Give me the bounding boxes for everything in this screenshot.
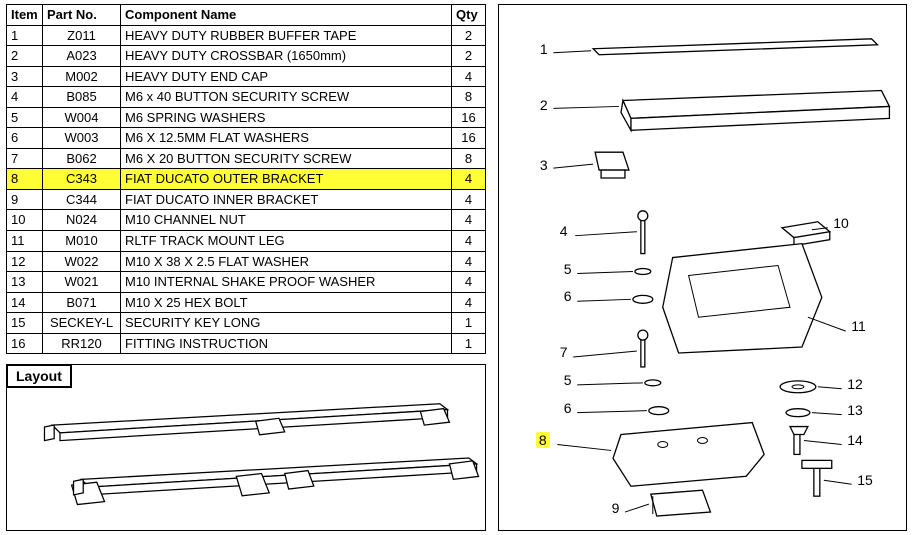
cell-part: B062	[43, 148, 121, 169]
cell-name: FIAT DUCATO INNER BRACKET	[121, 189, 452, 210]
cell-item: 5	[7, 107, 43, 128]
col-item: Item	[7, 5, 43, 26]
cell-part: B071	[43, 292, 121, 313]
col-part: Part No.	[43, 5, 121, 26]
layout-panel: Layout	[6, 364, 486, 531]
cell-qty: 4	[452, 189, 486, 210]
table-row: 13W021M10 INTERNAL SHAKE PROOF WASHER4	[7, 272, 486, 293]
table-row: 10N024M10 CHANNEL NUT4	[7, 210, 486, 231]
exploded-view-panel: 12345675689101112131415	[498, 4, 907, 531]
cell-name: M10 INTERNAL SHAKE PROOF WASHER	[121, 272, 452, 293]
parts-table: Item Part No. Component Name Qty 1Z011HE…	[6, 4, 486, 354]
table-row: 1Z011HEAVY DUTY RUBBER BUFFER TAPE2	[7, 25, 486, 46]
cell-qty: 4	[452, 66, 486, 87]
cell-name: M10 X 38 X 2.5 FLAT WASHER	[121, 251, 452, 272]
cell-name: RLTF TRACK MOUNT LEG	[121, 231, 452, 252]
cell-part: Z011	[43, 25, 121, 46]
cell-name: HEAVY DUTY CROSSBAR (1650mm)	[121, 46, 452, 67]
cell-item: 3	[7, 66, 43, 87]
cell-part: W021	[43, 272, 121, 293]
table-row: 11M010RLTF TRACK MOUNT LEG4	[7, 231, 486, 252]
cell-item: 10	[7, 210, 43, 231]
cell-qty: 1	[452, 313, 486, 334]
table-row: 12W022M10 X 38 X 2.5 FLAT WASHER4	[7, 251, 486, 272]
cell-name: M6 X 12.5MM FLAT WASHERS	[121, 128, 452, 149]
table-row: 14B071M10 X 25 HEX BOLT4	[7, 292, 486, 313]
cell-name: M10 X 25 HEX BOLT	[121, 292, 452, 313]
table-row: 4B085M6 x 40 BUTTON SECURITY SCREW8	[7, 87, 486, 108]
cell-qty: 8	[452, 148, 486, 169]
cell-item: 13	[7, 272, 43, 293]
table-row: 3M002HEAVY DUTY END CAP4	[7, 66, 486, 87]
cell-part: W022	[43, 251, 121, 272]
cell-name: HEAVY DUTY END CAP	[121, 66, 452, 87]
cell-part: C344	[43, 189, 121, 210]
table-row: 9C344FIAT DUCATO INNER BRACKET4	[7, 189, 486, 210]
cell-item: 16	[7, 333, 43, 354]
exploded-diagram	[503, 9, 902, 526]
cell-qty: 8	[452, 87, 486, 108]
cell-item: 11	[7, 231, 43, 252]
cell-name: FITTING INSTRUCTION	[121, 333, 452, 354]
col-qty: Qty	[452, 5, 486, 26]
table-row: 5W004M6 SPRING WASHERS16	[7, 107, 486, 128]
cell-item: 1	[7, 25, 43, 46]
cell-part: C343	[43, 169, 121, 190]
cell-name: M6 X 20 BUTTON SECURITY SCREW	[121, 148, 452, 169]
cell-part: M002	[43, 66, 121, 87]
cell-item: 15	[7, 313, 43, 334]
cell-qty: 4	[452, 251, 486, 272]
cell-qty: 2	[452, 25, 486, 46]
cell-item: 2	[7, 46, 43, 67]
table-row: 15SECKEY-LSECURITY KEY LONG1	[7, 313, 486, 334]
cell-qty: 2	[452, 46, 486, 67]
cell-part: RR120	[43, 333, 121, 354]
table-row: 7B062M6 X 20 BUTTON SECURITY SCREW8	[7, 148, 486, 169]
cell-item: 4	[7, 87, 43, 108]
cell-name: SECURITY KEY LONG	[121, 313, 452, 334]
cell-qty: 1	[452, 333, 486, 354]
cell-name: M10 CHANNEL NUT	[121, 210, 452, 231]
cell-part: M010	[43, 231, 121, 252]
cell-part: W003	[43, 128, 121, 149]
cell-item: 8	[7, 169, 43, 190]
layout-illustration	[7, 365, 485, 530]
cell-qty: 4	[452, 210, 486, 231]
cell-name: FIAT DUCATO OUTER BRACKET	[121, 169, 452, 190]
cell-item: 6	[7, 128, 43, 149]
cell-name: HEAVY DUTY RUBBER BUFFER TAPE	[121, 25, 452, 46]
cell-item: 7	[7, 148, 43, 169]
cell-name: M6 SPRING WASHERS	[121, 107, 452, 128]
table-row: 2A023HEAVY DUTY CROSSBAR (1650mm)2	[7, 46, 486, 67]
cell-item: 12	[7, 251, 43, 272]
cell-qty: 4	[452, 272, 486, 293]
cell-part: N024	[43, 210, 121, 231]
col-name: Component Name	[121, 5, 452, 26]
cell-part: B085	[43, 87, 121, 108]
cell-item: 14	[7, 292, 43, 313]
cell-qty: 4	[452, 231, 486, 252]
cell-qty: 4	[452, 292, 486, 313]
table-row: 8C343FIAT DUCATO OUTER BRACKET4	[7, 169, 486, 190]
cell-part: SECKEY-L	[43, 313, 121, 334]
table-row: 6W003M6 X 12.5MM FLAT WASHERS16	[7, 128, 486, 149]
cell-qty: 16	[452, 107, 486, 128]
table-row: 16RR120FITTING INSTRUCTION1	[7, 333, 486, 354]
cell-item: 9	[7, 189, 43, 210]
cell-part: W004	[43, 107, 121, 128]
cell-part: A023	[43, 46, 121, 67]
cell-name: M6 x 40 BUTTON SECURITY SCREW	[121, 87, 452, 108]
cell-qty: 16	[452, 128, 486, 149]
cell-qty: 4	[452, 169, 486, 190]
